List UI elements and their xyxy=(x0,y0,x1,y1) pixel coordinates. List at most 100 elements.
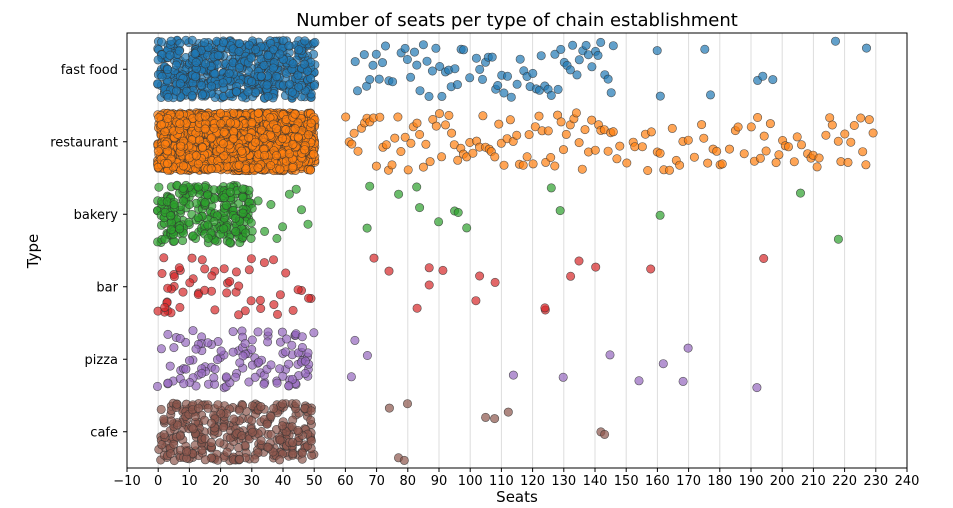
data-point xyxy=(263,327,273,337)
data-point xyxy=(587,62,597,72)
x-tick-label: 210 xyxy=(801,474,826,489)
data-point xyxy=(175,224,185,234)
data-point xyxy=(558,372,568,382)
data-point xyxy=(166,36,176,46)
data-point xyxy=(193,289,203,299)
data-point xyxy=(580,125,590,135)
data-point xyxy=(447,128,457,138)
data-point xyxy=(246,234,256,244)
data-point xyxy=(387,160,397,170)
data-point xyxy=(606,88,616,98)
data-point xyxy=(475,271,485,281)
data-point xyxy=(255,295,265,305)
data-point xyxy=(200,124,210,134)
x-tick-label: 160 xyxy=(645,474,670,489)
data-point xyxy=(384,403,394,413)
data-point xyxy=(424,263,434,273)
y-tick-label: pizza xyxy=(85,353,118,368)
data-point xyxy=(263,91,273,101)
data-point xyxy=(175,119,185,129)
data-point xyxy=(188,231,198,241)
data-point xyxy=(238,192,248,202)
data-point xyxy=(221,372,231,382)
data-point xyxy=(388,77,398,87)
data-point xyxy=(717,159,727,169)
data-point xyxy=(200,455,210,465)
data-point xyxy=(176,141,186,151)
data-point xyxy=(216,409,226,419)
data-point xyxy=(278,36,288,46)
data-point xyxy=(699,133,709,143)
data-point xyxy=(591,262,601,272)
data-point xyxy=(490,414,500,424)
data-point xyxy=(425,157,435,167)
data-point xyxy=(237,92,247,102)
data-point xyxy=(310,37,320,47)
data-point xyxy=(209,185,219,195)
data-point xyxy=(228,327,238,337)
data-point xyxy=(643,166,653,176)
data-point xyxy=(240,339,250,349)
data-point xyxy=(171,60,181,70)
data-point xyxy=(272,378,282,388)
data-point xyxy=(415,203,425,213)
data-point xyxy=(288,449,298,459)
data-point xyxy=(689,152,699,162)
data-point xyxy=(229,134,239,144)
data-point xyxy=(374,74,384,84)
data-point xyxy=(518,160,528,170)
data-point xyxy=(269,300,279,310)
data-point xyxy=(424,91,434,101)
data-point xyxy=(246,296,256,306)
data-point xyxy=(166,225,176,235)
data-point xyxy=(415,130,425,140)
data-point xyxy=(396,147,406,157)
x-tick-label: −10 xyxy=(113,474,140,489)
data-point xyxy=(412,60,422,70)
data-point xyxy=(306,436,316,446)
data-point xyxy=(244,265,254,275)
data-point xyxy=(530,122,540,132)
data-point xyxy=(243,87,253,97)
data-point xyxy=(271,72,281,82)
data-point xyxy=(371,49,381,59)
data-point xyxy=(228,347,238,357)
data-point xyxy=(178,183,188,193)
data-point xyxy=(234,281,244,291)
data-point xyxy=(191,72,201,82)
data-point xyxy=(231,267,241,277)
data-point xyxy=(600,429,610,439)
points-layer xyxy=(153,35,878,466)
data-point xyxy=(705,90,715,100)
data-point xyxy=(399,455,409,465)
data-point xyxy=(409,47,419,57)
data-point xyxy=(198,90,208,100)
data-point xyxy=(477,74,487,84)
data-point xyxy=(771,158,781,168)
data-point xyxy=(733,122,743,132)
data-point xyxy=(153,79,163,89)
data-point xyxy=(166,211,176,221)
data-point xyxy=(159,430,169,440)
data-point xyxy=(412,303,422,313)
data-point xyxy=(225,238,235,248)
data-point xyxy=(225,276,235,286)
data-point xyxy=(165,50,175,60)
data-point xyxy=(622,158,632,168)
data-point xyxy=(163,283,173,293)
data-point xyxy=(574,55,584,65)
data-point xyxy=(746,122,756,132)
plot-frame xyxy=(126,32,908,469)
data-point xyxy=(371,161,381,171)
data-point xyxy=(193,159,203,169)
data-point xyxy=(191,57,201,67)
data-point xyxy=(231,227,241,237)
data-point xyxy=(634,376,644,386)
data-point xyxy=(471,53,481,63)
data-point xyxy=(272,309,282,319)
data-point xyxy=(565,65,575,75)
data-point xyxy=(263,50,273,60)
data-point xyxy=(219,264,229,274)
data-point xyxy=(200,198,210,208)
data-point xyxy=(434,217,444,227)
